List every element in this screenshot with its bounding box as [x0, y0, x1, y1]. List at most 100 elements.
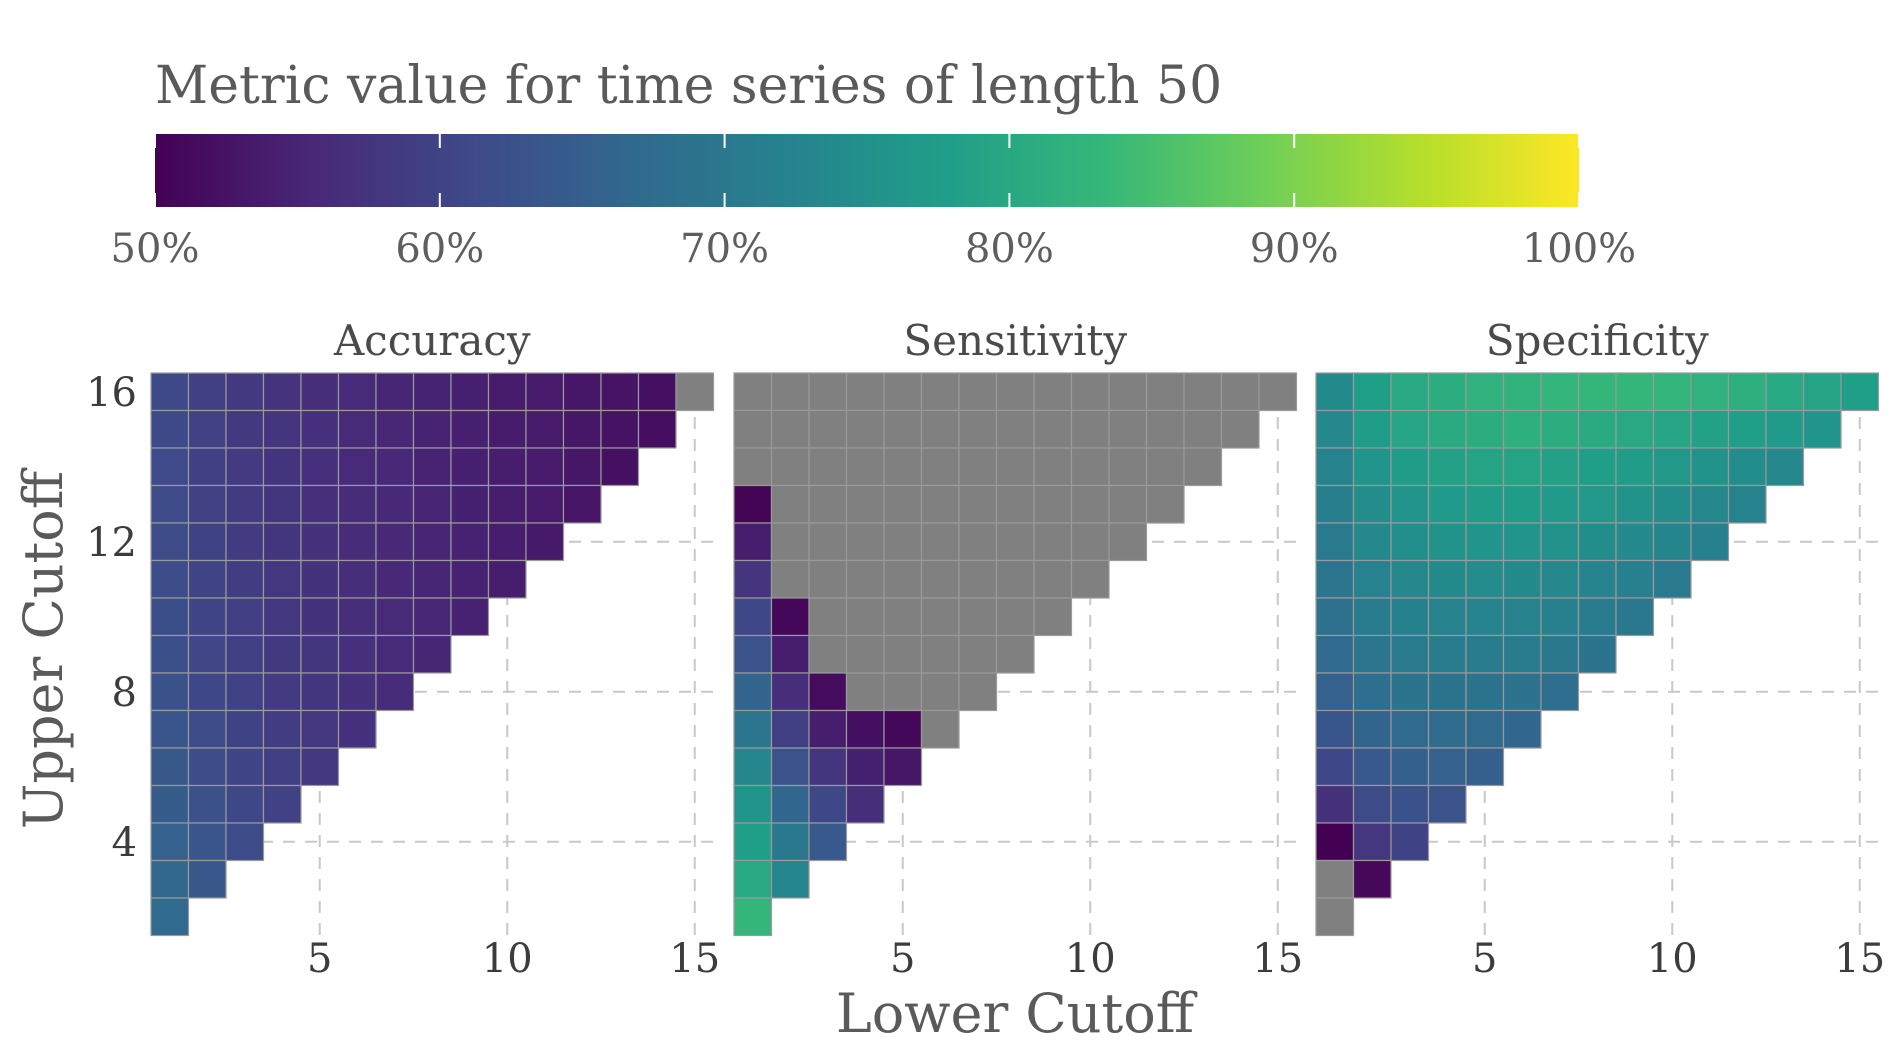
heatmap-cell — [600, 372, 640, 412]
heatmap-cell — [150, 859, 190, 899]
heatmap-cell — [1315, 709, 1355, 749]
heatmap-cell — [770, 822, 810, 862]
x-tick-label: 10 — [482, 936, 533, 982]
heatmap-cell — [1727, 484, 1767, 524]
heatmap-cell — [225, 372, 265, 412]
heatmap-cell — [1108, 409, 1148, 449]
heatmap-cell — [1033, 484, 1073, 524]
heatmap-cell — [1652, 372, 1692, 412]
heatmap-cell — [1352, 634, 1392, 674]
heatmap-cell — [1352, 559, 1392, 599]
heatmap-cell — [1690, 522, 1730, 562]
heatmap-cell — [637, 409, 677, 449]
heatmap-cell — [733, 559, 773, 599]
heatmap-cell — [1577, 372, 1617, 412]
heatmap-cell — [883, 597, 923, 637]
heatmap-cell — [808, 559, 848, 599]
heatmap-cell — [1352, 522, 1392, 562]
heatmap-cell — [150, 447, 190, 487]
heatmap-cell — [1220, 372, 1260, 412]
heatmap-cell — [150, 709, 190, 749]
heatmap-cell — [300, 559, 340, 599]
heatmap-cell — [845, 409, 885, 449]
heatmap-cell — [1427, 672, 1467, 712]
heatmap-cell — [1465, 672, 1505, 712]
heatmap-cell — [958, 522, 998, 562]
heatmap-cell — [1502, 447, 1542, 487]
heatmap-cell — [187, 634, 227, 674]
heatmap-cell — [808, 409, 848, 449]
facet-accuracy: Accuracy 5 10 15 4 8 12 16 — [86, 316, 720, 982]
heatmap-cell — [487, 409, 527, 449]
heatmap-cell — [770, 447, 810, 487]
heatmap-cell — [1145, 409, 1185, 449]
heatmap-cell — [1465, 709, 1505, 749]
heatmap-cell — [995, 597, 1035, 637]
heatmap-cell — [300, 522, 340, 562]
heatmap-cell — [808, 709, 848, 749]
heatmap-cell — [770, 784, 810, 824]
heatmap-cell — [845, 747, 885, 787]
heatmap-cell — [995, 447, 1035, 487]
heatmap-cell — [1352, 709, 1392, 749]
heatmap-cell — [487, 447, 527, 487]
heatmap-cell — [150, 784, 190, 824]
heatmap-cell — [1427, 409, 1467, 449]
heatmap-cell — [487, 522, 527, 562]
heatmap-cell — [187, 484, 227, 524]
heatmap-cell — [262, 484, 302, 524]
heatmap-cell — [1727, 409, 1767, 449]
heatmap-cell — [845, 709, 885, 749]
heatmap-cell — [958, 559, 998, 599]
y-axis-title: Upper Cutoff — [12, 467, 75, 829]
heatmap-cell — [1652, 522, 1692, 562]
heatmap-cell — [1615, 409, 1655, 449]
heatmap-cell — [1765, 372, 1805, 412]
heatmap-cell — [1427, 372, 1467, 412]
heatmap-cell — [1427, 597, 1467, 637]
heatmap-cell — [1070, 447, 1110, 487]
heatmap-cell — [225, 484, 265, 524]
heatmap-cell — [1615, 447, 1655, 487]
heatmap-cell — [525, 522, 565, 562]
heatmap-cell — [187, 409, 227, 449]
y-tick-label: 12 — [86, 520, 137, 566]
x-tick-label: 5 — [890, 936, 915, 982]
facet-title: Accuracy — [333, 316, 531, 365]
facet-title: Sensitivity — [903, 316, 1127, 365]
x-tick-label: 15 — [669, 936, 720, 982]
x-tick-label: 5 — [307, 936, 332, 982]
heatmap-cell — [225, 822, 265, 862]
heatmap-cell — [1033, 447, 1073, 487]
heatmap-cell — [1390, 409, 1430, 449]
heatmap-cell — [187, 597, 227, 637]
heatmap-cell — [845, 784, 885, 824]
heatmap-cell — [487, 559, 527, 599]
heatmap-cell — [808, 672, 848, 712]
heatmap-cell — [808, 784, 848, 824]
heatmap-cell — [525, 447, 565, 487]
heatmap-cell — [1502, 372, 1542, 412]
heatmap-cell — [375, 634, 415, 674]
heatmap-cell — [1577, 597, 1617, 637]
heatmap-cell — [337, 484, 377, 524]
heatmap-cell — [920, 634, 960, 674]
heatmap-cell — [375, 484, 415, 524]
heatmap-cell — [733, 484, 773, 524]
heatmap-cell — [883, 559, 923, 599]
heatmap-cell — [262, 709, 302, 749]
heatmap-cell — [225, 522, 265, 562]
heatmap-cell — [1390, 372, 1430, 412]
heatmap-cell — [1070, 484, 1110, 524]
heatmap-cell — [1352, 447, 1392, 487]
heatmap-cell — [1315, 822, 1355, 862]
heatmap-cell — [770, 709, 810, 749]
heatmap-cell — [1465, 372, 1505, 412]
heatmap-cell — [337, 447, 377, 487]
heatmap-cell — [1033, 559, 1073, 599]
heatmap-cell — [1727, 447, 1767, 487]
heatmap-cell — [1315, 897, 1355, 937]
heatmap-cell — [375, 672, 415, 712]
